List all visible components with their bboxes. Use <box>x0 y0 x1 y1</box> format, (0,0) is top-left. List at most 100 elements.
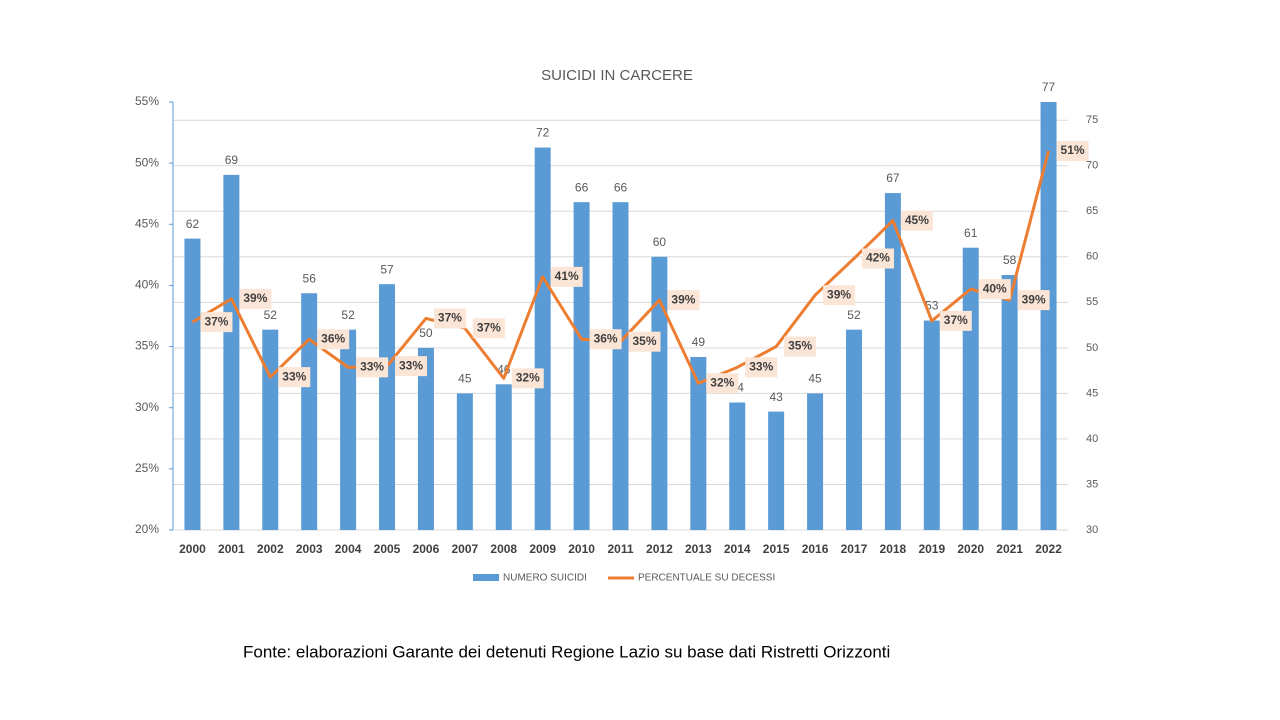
data-label-bg <box>589 329 622 350</box>
x-tick-label: 2008 <box>490 542 517 556</box>
data-label: 45% <box>905 213 929 227</box>
data-label: 39% <box>1022 292 1046 306</box>
bar-label: 69 <box>225 153 239 167</box>
data-label-bg <box>472 318 505 339</box>
legend-label: NUMERO SUICIDI <box>503 573 587 584</box>
x-tick-label: 2003 <box>296 542 323 556</box>
bar-label: 67 <box>886 171 900 185</box>
bar-label: 66 <box>614 180 628 194</box>
data-label-bg <box>628 331 661 352</box>
bar <box>184 238 201 530</box>
y-tick-label: 35% <box>135 339 159 353</box>
bar-label: 72 <box>536 126 550 140</box>
bar <box>573 202 590 530</box>
bar-label: 56 <box>303 271 317 285</box>
bar <box>456 393 473 530</box>
y2-tick-label: 35 <box>1086 478 1098 490</box>
x-tick-label: 2002 <box>257 542 284 556</box>
y2-tick-label: 45 <box>1086 387 1098 399</box>
x-tick-label: 2009 <box>529 542 556 556</box>
data-label-bg <box>978 279 1011 300</box>
data-label-bg <box>356 357 389 378</box>
x-tick-label: 2017 <box>841 542 868 556</box>
bar-label: 58 <box>1003 253 1017 267</box>
data-label-bg <box>784 336 817 357</box>
data-label-bg <box>745 357 778 378</box>
bar-label: 77 <box>1042 80 1056 94</box>
bar <box>301 293 318 530</box>
y-tick-label: 55% <box>135 94 159 108</box>
bar <box>1040 102 1057 530</box>
x-tick-label: 2018 <box>880 542 907 556</box>
data-label-bg <box>395 356 428 377</box>
x-tick-label: 2022 <box>1035 542 1062 556</box>
y2-tick-label: 30 <box>1086 524 1098 536</box>
data-label: 33% <box>360 360 384 374</box>
data-label: 37% <box>438 311 462 325</box>
data-label-bg <box>861 248 894 269</box>
data-label: 42% <box>866 251 890 265</box>
bar <box>729 402 746 530</box>
bar-label: 66 <box>575 180 589 194</box>
bar <box>612 202 629 530</box>
y2-tick-label: 70 <box>1086 160 1098 172</box>
bar-label: 61 <box>964 226 978 240</box>
data-label-bg <box>317 329 350 350</box>
data-label: 33% <box>749 360 773 374</box>
bar <box>884 193 901 530</box>
data-label: 33% <box>399 358 423 372</box>
x-tick-label: 2001 <box>218 542 245 556</box>
bar <box>495 384 512 530</box>
legend-swatch <box>473 574 499 581</box>
data-label-bg <box>1056 140 1089 161</box>
x-tick-label: 2015 <box>763 542 790 556</box>
data-label-bg <box>550 266 583 287</box>
data-label-bg <box>433 308 466 329</box>
y2-tick-label: 75 <box>1086 114 1098 126</box>
y-tick-label: 45% <box>135 216 159 230</box>
data-label: 39% <box>671 292 695 306</box>
bar-label: 49 <box>692 335 706 349</box>
data-label-bg <box>706 373 739 394</box>
x-tick-label: 2014 <box>724 542 751 556</box>
data-label: 37% <box>477 320 501 334</box>
data-label: 35% <box>788 339 812 353</box>
data-label: 33% <box>282 369 306 383</box>
bar-label: 57 <box>380 262 394 276</box>
bar <box>768 411 785 530</box>
data-label-bg <box>239 288 272 309</box>
data-label: 35% <box>632 334 656 348</box>
bar <box>534 147 551 530</box>
data-label: 37% <box>204 314 228 328</box>
y-tick-label: 20% <box>135 522 159 536</box>
bar-label: 50 <box>419 326 433 340</box>
x-tick-label: 2011 <box>607 542 633 556</box>
x-tick-label: 2004 <box>335 542 362 556</box>
bar <box>223 174 240 530</box>
source-note: Fonte: elaborazioni Garante dei detenuti… <box>243 642 890 661</box>
y-tick-label: 30% <box>135 400 159 414</box>
x-tick-label: 2016 <box>802 542 829 556</box>
x-tick-label: 2020 <box>957 542 984 556</box>
data-label-bg <box>939 310 972 331</box>
y-tick-label: 50% <box>135 155 159 169</box>
bar <box>262 329 279 530</box>
data-label-bg <box>667 290 700 311</box>
bar <box>651 256 668 530</box>
data-label-bg <box>900 210 933 231</box>
chart-title: SUICIDI IN CARCERE <box>541 67 693 84</box>
y2-tick-label: 55 <box>1086 296 1098 308</box>
data-label-bg <box>511 368 544 389</box>
y-tick-label: 25% <box>135 461 159 475</box>
data-label-bg <box>1017 290 1050 311</box>
data-label: 37% <box>944 313 968 327</box>
x-tick-label: 2021 <box>996 542 1023 556</box>
bar-label: 45 <box>808 372 822 386</box>
x-tick-label: 2000 <box>179 542 206 556</box>
data-label: 51% <box>1061 143 1085 157</box>
bar <box>690 356 707 530</box>
y2-tick-label: 40 <box>1086 433 1098 445</box>
bar <box>923 320 940 530</box>
bar-label: 60 <box>653 235 667 249</box>
